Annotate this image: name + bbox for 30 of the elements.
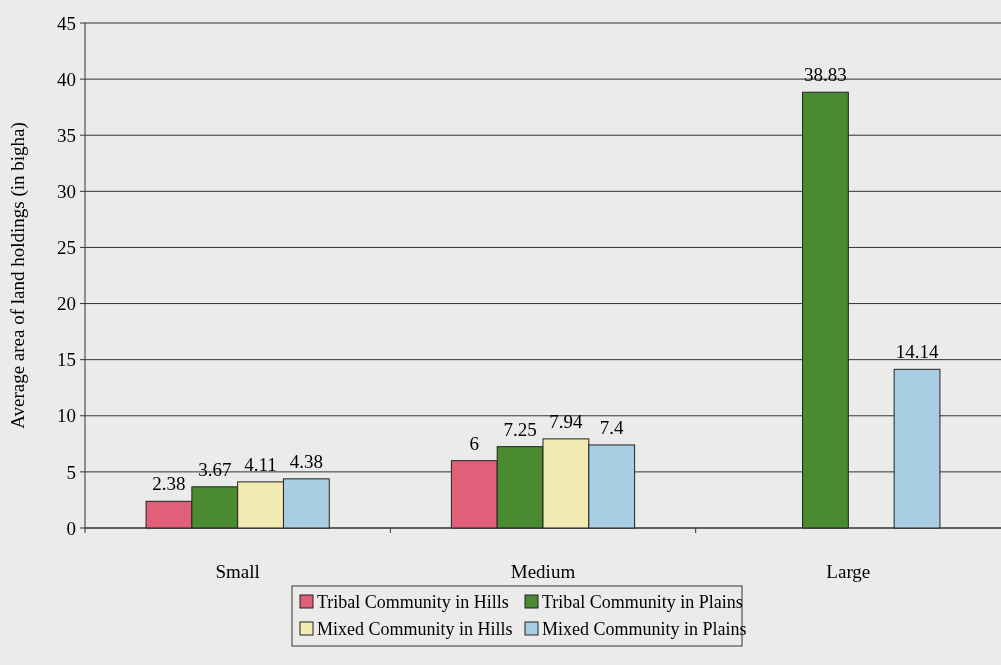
data-label: 7.4 [599,416,625,438]
data-label: 38.83 [804,64,847,86]
legend-label: Tribal Community in Plains [542,592,743,612]
y-tick-label: 30 [57,180,76,202]
x-tick-label: Small [215,561,260,582]
data-label: 3.67 [198,458,232,480]
y-tick-label: 0 [66,517,76,539]
legend-label: Mixed Community in Plains [542,619,747,639]
data-label: 14.14 [895,341,939,363]
data-label: 7.94 [549,410,584,432]
y-tick-label: 15 [57,349,76,371]
legend-label: Tribal Community in Hills [317,592,509,612]
y-axis-title: Average area of land holdings (in bigha) [7,122,29,429]
y-tick-label: 10 [57,405,76,427]
data-label: 6 [469,432,480,454]
y-tick-label: 35 [57,124,76,146]
y-tick-label: 40 [57,68,76,90]
bar [802,91,849,529]
y-tick-label: 45 [57,12,76,34]
bar [893,368,941,529]
data-label: 7.25 [503,418,537,440]
y-tick-label: 5 [66,461,76,483]
x-tick-label: Large [826,561,871,582]
legend-label: Mixed Community in Hills [317,619,513,639]
x-tick-label: Medium [510,561,576,582]
data-label: 4.38 [289,450,323,472]
data-label: 4.11 [244,453,277,475]
y-tick-label: 20 [57,293,76,315]
y-tick-label: 25 [57,237,76,259]
data-label: 2.38 [152,473,186,495]
